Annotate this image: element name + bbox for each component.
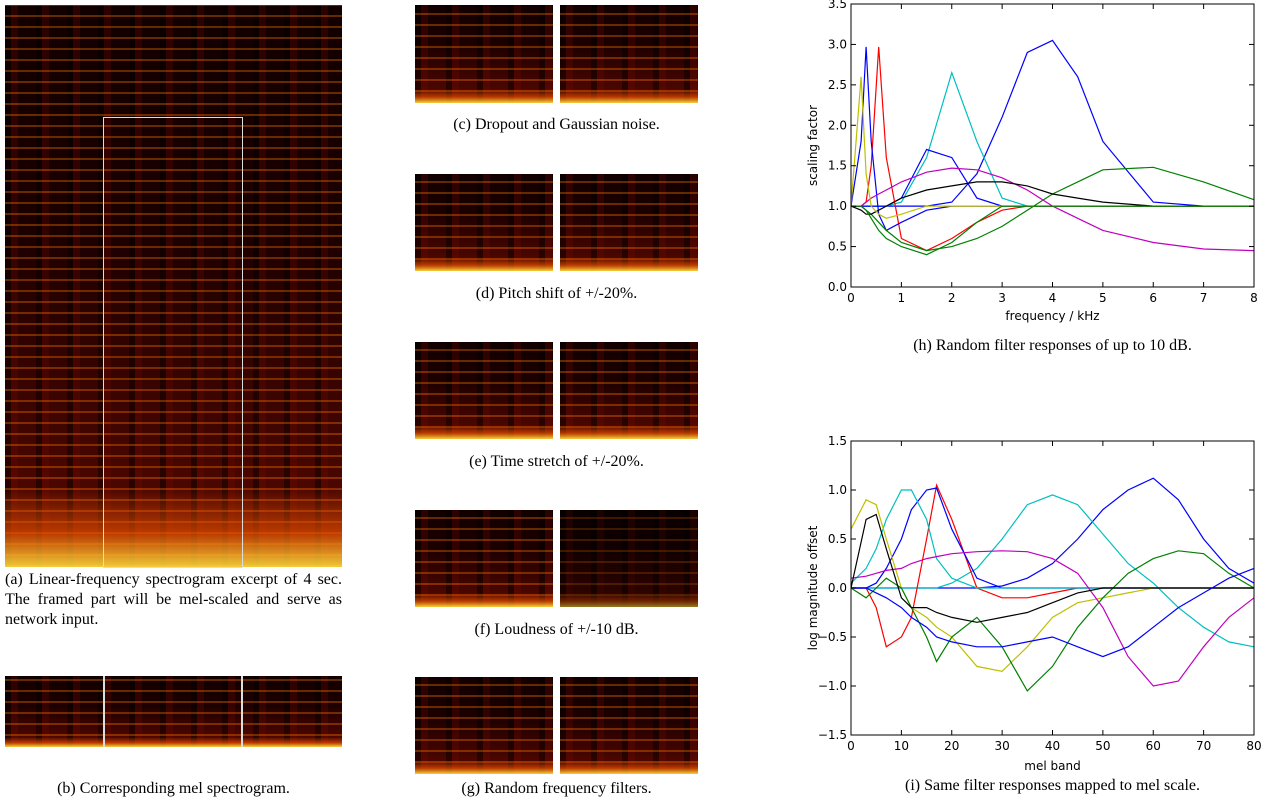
frame: [103, 676, 105, 747]
curve: [850, 181, 1254, 215]
curve: [850, 550, 1255, 687]
caption: (d) Pitch shift of +/-20%.: [475, 285, 638, 302]
curve: [850, 513, 1254, 623]
y-tick-label: 2.0: [828, 118, 847, 132]
curve: [851, 39, 1254, 207]
spectrogram: [415, 510, 553, 607]
y-tick-label: 0.0: [828, 581, 847, 595]
spectrogram: [415, 677, 553, 774]
y-tick-label: 2.5: [828, 78, 847, 92]
x-tick-label: 80: [1246, 739, 1261, 753]
spectrogram: [560, 677, 698, 774]
spectrogram: [415, 174, 553, 271]
y-axis-label: log magnitude offset: [806, 525, 820, 650]
curve: [851, 70, 1254, 207]
x-tick-label: 30: [994, 739, 1009, 753]
curve: [850, 550, 1255, 692]
spectrogram: [560, 174, 698, 271]
x-tick-label: 0: [847, 739, 855, 753]
y-tick-label: 1.0: [828, 199, 847, 213]
y-tick-label: 1.5: [828, 434, 847, 448]
caption: (i) Same filter responses mapped to mel …: [905, 777, 1200, 794]
curve: [851, 46, 1254, 252]
x-tick-label: 5: [1099, 291, 1107, 305]
x-tick-label: 7: [1200, 291, 1208, 305]
curve: [850, 489, 1254, 589]
y-tick-label: 3.0: [828, 37, 847, 51]
x-tick-label: 3: [998, 291, 1006, 305]
y-tick-label: −0.5: [818, 630, 847, 644]
curve: [851, 166, 1255, 252]
caption: (c) Dropout and Gaussian noise.: [453, 116, 660, 133]
frame: [241, 676, 243, 747]
caption: (h) Random filter responses of up to 10 …: [913, 337, 1192, 354]
x-axis-label: frequency / kHz: [1005, 309, 1099, 323]
x-axis-label: mel band: [1024, 759, 1080, 773]
y-tick-label: 1.0: [828, 483, 847, 497]
curve: [851, 167, 1255, 252]
spectrogram: [5, 5, 342, 567]
x-tick-label: 50: [1095, 739, 1110, 753]
x-tick-label: 70: [1196, 739, 1211, 753]
x-tick-label: 10: [894, 739, 909, 753]
plot-frame: [850, 3, 1255, 288]
caption: (b) Corresponding mel spectrogram.: [57, 780, 290, 797]
curve: [851, 205, 1254, 256]
curve: [851, 567, 1255, 658]
spectrogram: [560, 5, 698, 103]
y-tick-label: −1.5: [818, 728, 847, 742]
caption: (a) Linear-frequency spectrogram excerpt…: [5, 571, 342, 628]
spectrogram: [560, 510, 698, 607]
curve: [850, 499, 1254, 672]
y-tick-label: 1.5: [828, 159, 847, 173]
x-tick-label: 40: [1045, 739, 1060, 753]
charts: 0 1 2 3 4 5 6 7 8 0.0 0.5 1.0 1.5 2.0 2.5 3.0 3.5 frequen…: [806, 0, 1262, 794]
x-tick-label: 0: [847, 291, 855, 305]
x-tick-label: 20: [944, 739, 959, 753]
x-tick-label: 8: [1250, 291, 1258, 305]
y-tick-label: 0.0: [828, 280, 847, 294]
caption: (g) Random frequency filters.: [461, 780, 652, 797]
curve: [850, 76, 1254, 219]
curve: [851, 494, 1255, 648]
spectrogram: [415, 342, 553, 439]
curve: [850, 46, 1254, 232]
y-tick-label: 3.5: [828, 0, 847, 11]
x-tick-label: 6: [1149, 291, 1157, 305]
curve: [851, 487, 1254, 589]
caption: (e) Time stretch of +/-20%.: [469, 453, 644, 470]
y-tick-label: 0.5: [828, 532, 847, 546]
frame: [103, 117, 243, 568]
spectrogram: [560, 342, 698, 439]
y-tick-label: −1.0: [818, 679, 847, 693]
x-tick-label: 2: [948, 291, 956, 305]
caption: (f) Loudness of +/-10 dB.: [474, 621, 639, 638]
x-tick-label: 4: [1049, 291, 1057, 305]
y-axis-label: scaling factor: [806, 105, 820, 186]
x-tick-label: 1: [898, 291, 906, 305]
spectrogram: [415, 5, 553, 103]
y-tick-label: 0.5: [828, 240, 847, 254]
spectrogram: [5, 676, 342, 747]
x-tick-label: 60: [1146, 739, 1161, 753]
